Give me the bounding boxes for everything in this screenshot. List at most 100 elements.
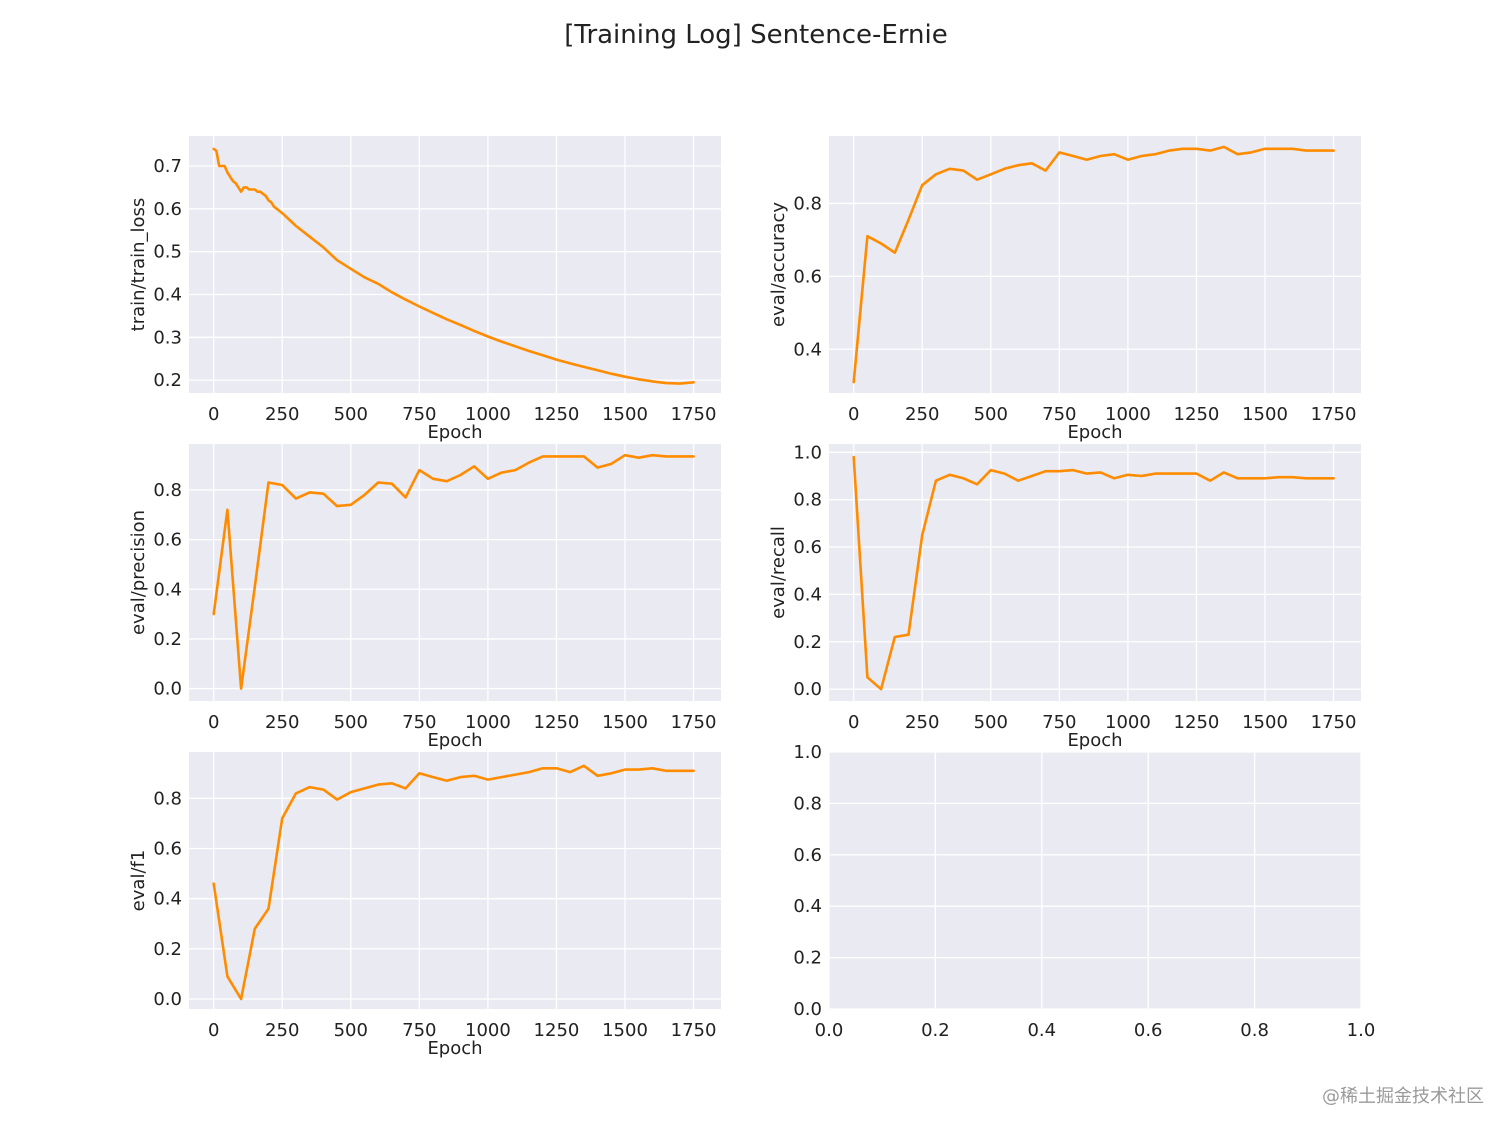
subplot-5: 0 250 500 750 1000 1250 1500 1750 0.0 0.2 0.4 0.6 0.… [128, 752, 721, 1059]
x-tick-label: 1000 [465, 1020, 511, 1041]
x-tick-label: 250 [265, 712, 299, 733]
x-tick-label: 1250 [534, 1020, 580, 1041]
plot-area [829, 136, 1361, 393]
x-tick-label: 750 [402, 712, 436, 733]
x-tick-label: 1250 [1174, 712, 1220, 733]
subplot-6: 0.0 0.2 0.4 0.6 0.8 1.0 0.0 0.2 0.4 0.6 0.8 1.0 [793, 742, 1375, 1041]
y-tick-label: 0.2 [153, 370, 182, 391]
x-tick-label: 1500 [602, 712, 648, 733]
subplot-3: 0 250 500 750 1000 1250 1500 1750 0.0 0.2 0.4 0.6 0.… [128, 444, 721, 751]
y-tick-label: 0.8 [793, 490, 822, 511]
x-tick-label: 0 [208, 712, 219, 733]
y-tick-label: 1.0 [793, 742, 822, 763]
x-tick-label: 1250 [534, 712, 580, 733]
y-tick-label: 0.3 [153, 327, 182, 348]
x-tick-label: 1750 [671, 404, 717, 425]
y-tick-label: 0.2 [793, 948, 822, 969]
y-axis-label: eval/recall [768, 526, 789, 619]
series-line [212, 764, 695, 1001]
plot-area [189, 444, 721, 701]
x-tick-label: 1500 [602, 404, 648, 425]
y-tick-label: 0.5 [153, 242, 182, 263]
x-tick-label: 1000 [465, 712, 511, 733]
y-tick-label: 0.6 [793, 537, 822, 558]
y-tick-label: 0.6 [793, 266, 822, 287]
y-tick-label: 0.2 [793, 632, 822, 653]
x-tick-label: 750 [1042, 712, 1076, 733]
x-tick-label: 0.8 [1240, 1020, 1269, 1041]
y-tick-label: 0.2 [153, 629, 182, 650]
series-line [212, 453, 695, 690]
x-tick-label: 250 [905, 712, 939, 733]
y-tick-label: 0.6 [153, 199, 182, 220]
y-tick-label: 0.0 [153, 679, 182, 700]
x-tick-label: 0.2 [921, 1020, 950, 1041]
y-tick-label: 0.6 [153, 530, 182, 551]
x-tick-label: 1000 [465, 404, 511, 425]
x-axis-label: Epoch [427, 422, 482, 443]
x-tick-label: 1.0 [1347, 1020, 1376, 1041]
figure-title: [Training Log] Sentence-Ernie [564, 20, 948, 50]
y-axis-label: eval/precision [128, 510, 149, 635]
x-tick-label: 250 [265, 1020, 299, 1041]
x-tick-label: 250 [265, 404, 299, 425]
x-tick-label: 1500 [1242, 404, 1288, 425]
y-tick-label: 0.0 [153, 989, 182, 1010]
y-tick-label: 0.4 [153, 889, 182, 910]
y-tick-label: 0.7 [153, 156, 182, 177]
y-tick-label: 0.4 [793, 896, 822, 917]
y-tick-label: 0.8 [793, 193, 822, 214]
y-tick-label: 0.4 [793, 584, 822, 605]
y-tick-label: 0.8 [153, 788, 182, 809]
x-tick-label: 0 [848, 712, 859, 733]
x-tick-label: 0 [208, 404, 219, 425]
x-tick-label: 250 [905, 404, 939, 425]
y-tick-label: 0.6 [153, 839, 182, 860]
x-tick-label: 1500 [602, 1020, 648, 1041]
y-axis-label: train/train_loss [128, 198, 149, 332]
y-tick-label: 0.4 [153, 284, 182, 305]
x-tick-label: 500 [334, 404, 368, 425]
x-tick-label: 750 [402, 1020, 436, 1041]
plot-area [829, 444, 1361, 701]
watermark: @稀土掘金技术社区 [1322, 1086, 1484, 1107]
plot-area [189, 752, 721, 1009]
x-tick-label: 1750 [671, 1020, 717, 1041]
y-axis-label: eval/f1 [128, 850, 149, 912]
y-tick-label: 0.8 [793, 793, 822, 814]
x-tick-label: 1750 [671, 712, 717, 733]
plot-area [189, 136, 721, 393]
x-tick-label: 500 [974, 712, 1008, 733]
x-tick-label: 0 [848, 404, 859, 425]
x-tick-label: 0.6 [1134, 1020, 1163, 1041]
x-tick-label: 0.4 [1027, 1020, 1056, 1041]
x-tick-label: 1500 [1242, 712, 1288, 733]
y-axis-label: eval/accuracy [768, 202, 789, 327]
x-tick-label: 1250 [1174, 404, 1220, 425]
y-tick-label: 0.0 [793, 999, 822, 1020]
x-tick-label: 750 [402, 404, 436, 425]
y-tick-label: 0.4 [793, 339, 822, 360]
y-tick-label: 0.6 [793, 845, 822, 866]
series-line [852, 145, 1335, 384]
x-axis-label: Epoch [427, 1038, 482, 1059]
plot-area [829, 752, 1361, 1009]
x-axis-label: Epoch [1067, 422, 1122, 443]
x-tick-label: 1750 [1311, 404, 1357, 425]
x-axis-label: Epoch [427, 730, 482, 751]
y-tick-label: 0.4 [153, 579, 182, 600]
series-line [852, 455, 1335, 691]
x-axis-label: Epoch [1067, 730, 1122, 751]
x-tick-label: 0 [208, 1020, 219, 1041]
subplot-4: 0 250 500 750 1000 1250 1500 1750 0.0 0.2 0.4 0.6 0.… [768, 442, 1361, 751]
series-line [212, 147, 695, 385]
x-tick-label: 500 [334, 1020, 368, 1041]
subplot-1: 0 250 500 750 1000 1250 1500 1750 0.2 0.3 0.4 0.5 0.… [128, 136, 721, 443]
x-tick-label: 750 [1042, 404, 1076, 425]
x-tick-label: 500 [334, 712, 368, 733]
y-tick-label: 0.0 [793, 679, 822, 700]
x-tick-label: 1000 [1105, 404, 1151, 425]
y-tick-label: 1.0 [793, 442, 822, 463]
x-tick-label: 0.0 [815, 1020, 844, 1041]
